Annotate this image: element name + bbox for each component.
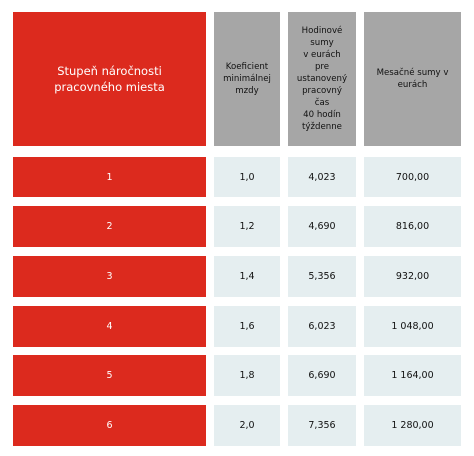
table-row-2-monthly: 816,00	[364, 206, 461, 247]
row-monthly-value: 816,00	[395, 221, 430, 232]
table-row-4-level: 4	[13, 306, 206, 347]
row-level-value: 1	[106, 171, 113, 183]
row-hourly-value: 7,356	[308, 420, 336, 431]
row-coefficient-value: 1,2	[239, 221, 255, 232]
header-level: Stupeň náročnosti pracovného miesta	[13, 12, 206, 146]
row-monthly-value: 700,00	[395, 171, 430, 183]
table-row-1-coefficient: 1,0	[214, 157, 280, 197]
table-row-1-monthly: 700,00	[364, 157, 461, 197]
header-monthly: Mesačné sumy v eurách	[364, 12, 461, 146]
row-hourly-value: 4,023	[308, 171, 336, 183]
header-coefficient: Koeficient minimálnej mzdy	[214, 12, 280, 146]
table-row-3-level: 3	[13, 256, 206, 297]
row-hourly-value: 5,356	[308, 271, 336, 282]
table-row-2-coefficient: 1,2	[214, 206, 280, 247]
table-row-3-monthly: 932,00	[364, 256, 461, 297]
row-coefficient-value: 2,0	[239, 420, 255, 431]
row-monthly-value: 1 048,00	[391, 321, 434, 332]
row-coefficient-value: 1,0	[239, 171, 255, 183]
row-level-value: 3	[106, 271, 113, 282]
header-hourly: Hodinové sumy v eurách pre ustanovený pr…	[288, 12, 356, 146]
table-row-5-hourly: 6,690	[288, 355, 356, 396]
header-coefficient-label: Koeficient minimálnej mzdy	[223, 62, 271, 96]
table-row-1-level: 1	[13, 157, 206, 197]
header-hourly-label: Hodinové sumy v eurách pre ustanovený pr…	[296, 26, 348, 132]
table-row-4-monthly: 1 048,00	[364, 306, 461, 347]
row-level-value: 5	[106, 370, 113, 381]
row-coefficient-value: 1,6	[239, 321, 255, 332]
header-monthly-label: Mesačné sumy v eurách	[376, 68, 449, 90]
header-level-label: Stupeň náročnosti pracovného miesta	[54, 64, 165, 94]
row-monthly-value: 932,00	[395, 271, 430, 282]
row-hourly-value: 6,023	[308, 321, 336, 332]
row-coefficient-value: 1,8	[239, 370, 255, 381]
table-row-6-level: 6	[13, 405, 206, 446]
table-row-3-coefficient: 1,4	[214, 256, 280, 297]
row-hourly-value: 6,690	[308, 370, 336, 381]
table-row-5-coefficient: 1,8	[214, 355, 280, 396]
table-row-2-level: 2	[13, 206, 206, 247]
table-row-5-level: 5	[13, 355, 206, 396]
table-row-1-hourly: 4,023	[288, 157, 356, 197]
table-row-6-coefficient: 2,0	[214, 405, 280, 446]
table-row-5-monthly: 1 164,00	[364, 355, 461, 396]
row-monthly-value: 1 164,00	[391, 370, 434, 381]
table-row-2-hourly: 4,690	[288, 206, 356, 247]
row-level-value: 6	[106, 420, 113, 431]
table-row-6-hourly: 7,356	[288, 405, 356, 446]
table-row-3-hourly: 5,356	[288, 256, 356, 297]
row-coefficient-value: 1,4	[239, 271, 255, 282]
row-level-value: 2	[106, 221, 113, 232]
table-row-4-coefficient: 1,6	[214, 306, 280, 347]
row-monthly-value: 1 280,00	[391, 420, 434, 431]
table-row-6-monthly: 1 280,00	[364, 405, 461, 446]
row-hourly-value: 4,690	[308, 221, 336, 232]
table-row-4-hourly: 6,023	[288, 306, 356, 347]
row-level-value: 4	[106, 321, 113, 332]
